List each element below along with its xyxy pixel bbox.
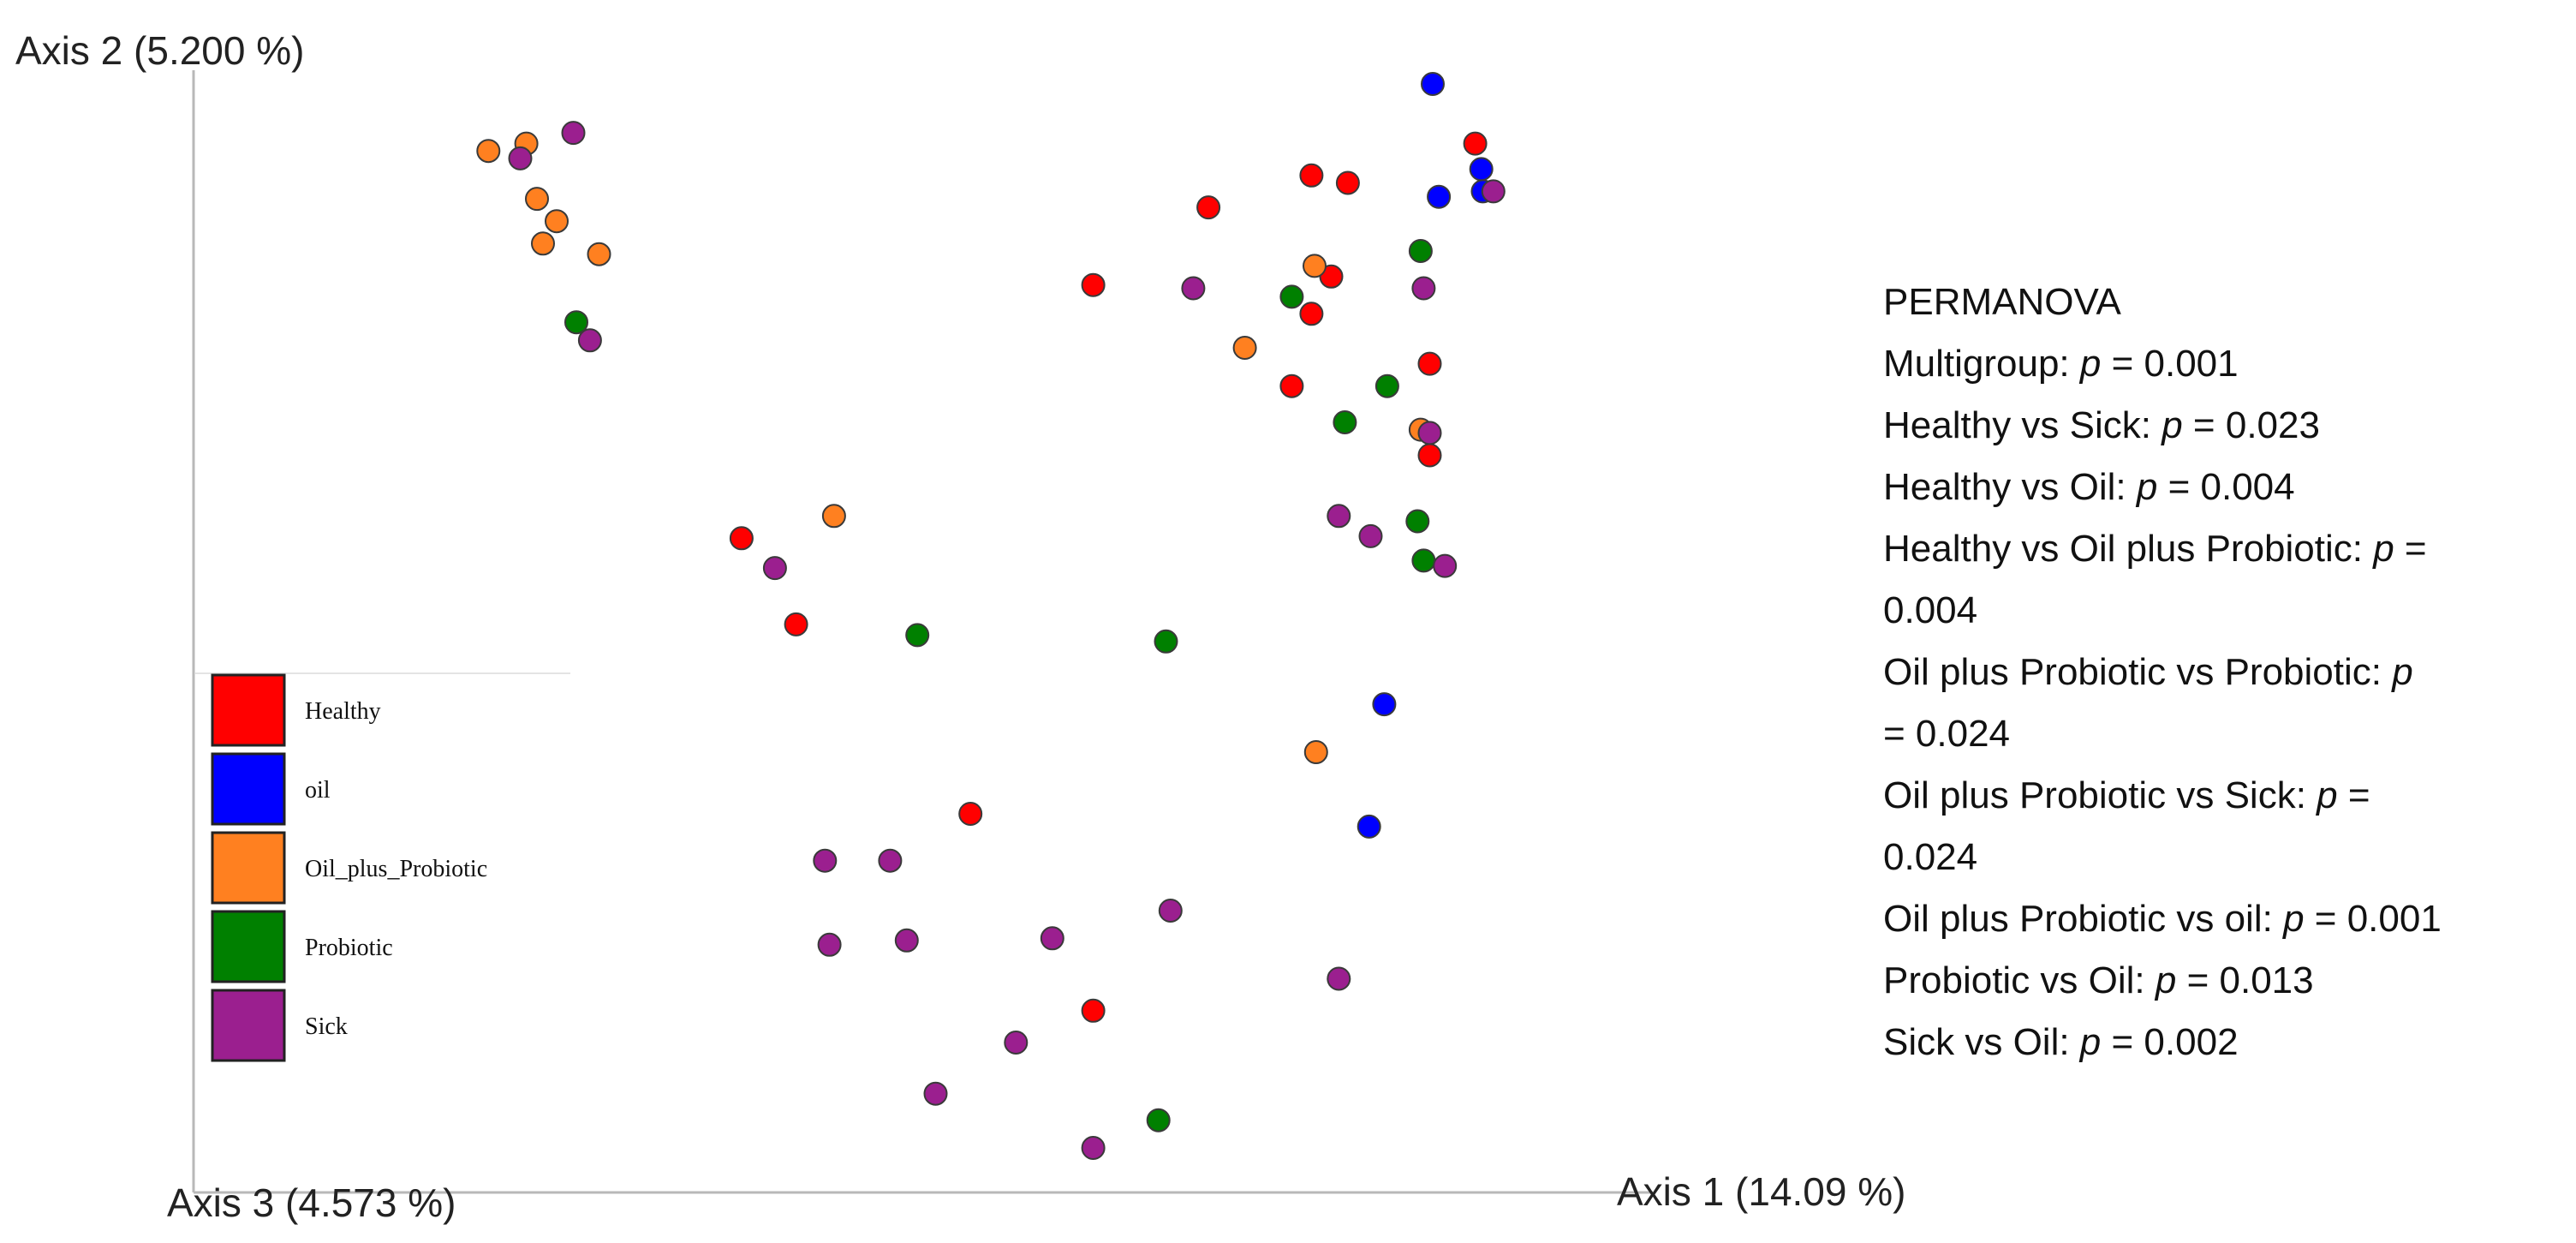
legend-label-oil: oil xyxy=(305,777,331,804)
point-sick-5 xyxy=(1411,276,1436,301)
permanova-line-5: 0.004 xyxy=(1883,589,1977,631)
point-sick-7 xyxy=(1481,179,1506,204)
permanova-line-1: Multigroup: p = 0.001 xyxy=(1883,343,2239,385)
point-sick-19 xyxy=(1004,1031,1029,1055)
point-sick-4 xyxy=(1181,276,1206,301)
point-sick-8 xyxy=(1327,504,1351,529)
point-healthy-14 xyxy=(1081,998,1106,1023)
point-probiotic-5 xyxy=(1333,410,1357,434)
point-sick-15 xyxy=(894,928,919,953)
point-healthy-5 xyxy=(1319,264,1344,289)
point-sick-18 xyxy=(1327,966,1351,991)
point-probiotic-6 xyxy=(1405,509,1430,534)
point-probiotic-8 xyxy=(905,623,930,648)
point-oil-plus-probiotic-6 xyxy=(587,242,611,266)
scatter-points xyxy=(476,72,1506,1160)
permanova-line-11: Probiotic vs Oil: p = 0.013 xyxy=(1883,959,2314,1001)
axis-1-label: Axis 1 (14.09 %) xyxy=(1617,1169,1905,1214)
legend-label-oil-plus-probiotic: Oil_plus_Probiotic xyxy=(305,856,487,882)
point-probiotic-10 xyxy=(1146,1108,1171,1132)
point-probiotic-4 xyxy=(1374,373,1399,398)
point-oil-plus-probiotic-10 xyxy=(821,504,846,529)
point-oil-plus-probiotic-7 xyxy=(1303,254,1327,278)
permanova-annotation: PERMANOVA Multigroup: p = 0.001 Healthy v… xyxy=(1883,281,2442,1063)
point-probiotic-7 xyxy=(1411,548,1436,573)
point-healthy-2 xyxy=(1196,195,1221,220)
point-healthy-12 xyxy=(784,612,808,636)
legend-swatch-oil xyxy=(211,752,286,826)
point-sick-2 xyxy=(561,121,586,146)
legend-swatch-sick xyxy=(211,989,286,1062)
permanova-line-10: Oil plus Probiotic vs oil: p = 0.001 xyxy=(1883,898,2442,940)
point-sick-17 xyxy=(1158,899,1183,923)
legend-swatch-healthy xyxy=(211,673,286,747)
point-oil-plus-probiotic-1 xyxy=(476,139,501,164)
point-oil-1 xyxy=(1421,72,1445,96)
point-healthy-4 xyxy=(1335,170,1360,195)
point-oil-plus-probiotic-8 xyxy=(1232,336,1257,360)
point-sick-6 xyxy=(1417,421,1442,445)
point-healthy-8 xyxy=(1417,351,1442,376)
legend-label-sick: Sick xyxy=(305,1013,348,1040)
point-healthy-7 xyxy=(1279,373,1304,398)
point-oil-plus-probiotic-5 xyxy=(531,231,555,256)
permanova-line-7: = 0.024 xyxy=(1883,713,2010,755)
point-healthy-10 xyxy=(1463,131,1488,156)
legend-swatch-oil-plus-probiotic xyxy=(211,831,286,905)
point-healthy-1 xyxy=(1081,272,1106,297)
point-sick-3 xyxy=(577,328,602,353)
permanova-line-12: Sick vs Oil: p = 0.002 xyxy=(1883,1021,2239,1063)
point-probiotic-1 xyxy=(564,310,588,335)
axis-3-label: Axis 3 (4.573 %) xyxy=(167,1180,456,1225)
axis-2-label: Axis 2 (5.200 %) xyxy=(15,28,304,73)
point-sick-14 xyxy=(817,932,842,957)
point-probiotic-9 xyxy=(1154,629,1178,654)
permanova-title: PERMANOVA xyxy=(1883,281,2122,323)
legend-swatch-probiotic xyxy=(211,910,286,983)
legend: Healthy oil Oil_plus_Probiotic Probiotic Sic… xyxy=(195,672,570,1062)
permanova-line-8: Oil plus Probiotic vs Sick: p = xyxy=(1883,774,2370,816)
point-healthy-11 xyxy=(729,526,754,551)
permanova-line-3: Healthy vs Oil: p = 0.004 xyxy=(1883,466,2295,508)
point-oil-plus-probiotic-3 xyxy=(525,187,549,212)
point-oil-5 xyxy=(1372,692,1397,717)
point-healthy-6 xyxy=(1299,302,1324,326)
point-sick-9 xyxy=(1358,523,1383,548)
point-sick-11 xyxy=(762,556,787,581)
point-healthy-9 xyxy=(1417,443,1442,468)
legend-label-healthy: Healthy xyxy=(305,698,381,725)
point-healthy-13 xyxy=(958,802,983,826)
point-oil-6 xyxy=(1357,814,1381,839)
permanova-line-4: Healthy vs Oil plus Probiotic: p = xyxy=(1883,528,2427,570)
point-probiotic-3 xyxy=(1279,284,1304,309)
point-sick-20 xyxy=(923,1081,948,1106)
point-oil-plus-probiotic-4 xyxy=(545,209,569,234)
point-healthy-3 xyxy=(1299,163,1324,188)
point-sick-1 xyxy=(508,146,533,170)
point-sick-10 xyxy=(1433,553,1458,578)
permanova-line-2: Healthy vs Sick: p = 0.023 xyxy=(1883,404,2320,446)
point-sick-13 xyxy=(878,848,903,873)
point-sick-12 xyxy=(813,848,838,873)
point-sick-21 xyxy=(1081,1136,1106,1160)
point-oil-plus-probiotic-11 xyxy=(1303,740,1328,764)
point-probiotic-2 xyxy=(1408,239,1433,263)
point-oil-4 xyxy=(1427,184,1452,209)
point-oil-2 xyxy=(1469,157,1494,182)
permanova-line-6: Oil plus Probiotic vs Probiotic: p xyxy=(1883,651,2413,693)
legend-label-probiotic: Probiotic xyxy=(305,935,393,961)
point-sick-16 xyxy=(1040,926,1064,951)
permanova-line-9: 0.024 xyxy=(1883,836,1977,878)
